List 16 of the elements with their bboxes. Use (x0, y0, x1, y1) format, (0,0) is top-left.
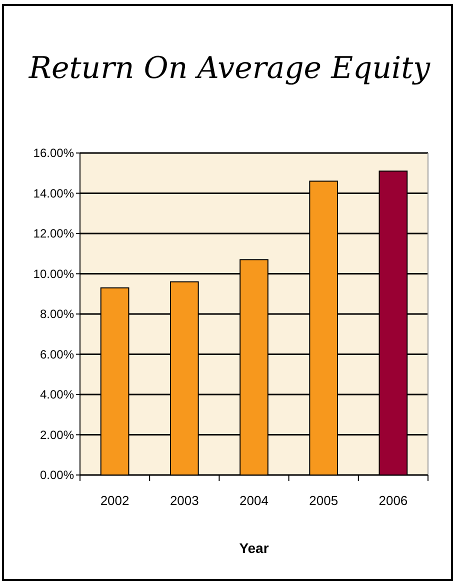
y-tick-label: 4.00% (40, 388, 74, 402)
y-tick-label: 12.00% (33, 226, 74, 241)
x-tick-label: 2004 (240, 493, 268, 508)
x-tick-label: 2002 (100, 493, 130, 508)
y-tick-label: 2.00% (40, 428, 74, 442)
x-axis-title: Year (239, 540, 270, 556)
y-tick-label: 0.00% (40, 468, 74, 482)
chart-title: Return On Average Equity (28, 51, 432, 86)
x-tick-label: 2006 (378, 493, 408, 508)
y-tick-label: 16.00% (33, 146, 74, 160)
x-tick-label: 2003 (170, 493, 199, 508)
x-tick-label: 2005 (309, 493, 338, 508)
y-tick-label: 14.00% (33, 186, 74, 200)
y-tick-label: 6.00% (40, 347, 74, 362)
y-tick-label: 10.00% (33, 266, 74, 281)
y-tick-label: 8.00% (40, 307, 74, 322)
